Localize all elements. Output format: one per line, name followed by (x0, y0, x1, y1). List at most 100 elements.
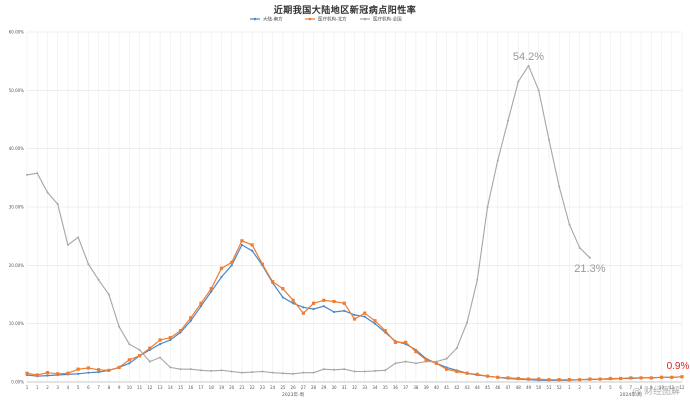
data-point (219, 266, 224, 270)
data-point (199, 305, 203, 308)
series-layer (25, 64, 684, 382)
data-point (414, 362, 417, 365)
x-tick-label: 42 (454, 385, 460, 390)
data-point (322, 368, 325, 371)
x-tick-label: 12 (147, 385, 153, 390)
x-tick-label: 49 (526, 385, 532, 390)
x-tick-label: 12 (679, 385, 685, 390)
data-point (384, 369, 387, 372)
data-point (557, 378, 561, 382)
data-point (425, 360, 428, 363)
data-point (189, 316, 193, 320)
x-tick-label: 36 (393, 385, 399, 390)
data-point (168, 336, 172, 340)
data-point (608, 376, 612, 381)
data-point (537, 89, 540, 92)
data-point (486, 206, 489, 208)
data-point (127, 358, 131, 362)
x-tick-label: 15 (178, 385, 184, 390)
x-tick-label: 7 (630, 385, 633, 390)
x-tick-label: 33 (362, 385, 368, 390)
data-point (445, 367, 449, 371)
x-period-label: 2023年-周 (282, 391, 304, 398)
data-point (516, 376, 520, 381)
data-point (251, 249, 254, 252)
data-point (322, 305, 325, 308)
data-point (568, 223, 571, 226)
data-point (680, 375, 684, 379)
data-point (291, 302, 295, 305)
data-point (588, 377, 592, 381)
y-tick-label: 50.00% (9, 88, 24, 93)
data-point (189, 368, 192, 371)
legend-label: 医疗机构-北方 (318, 16, 347, 23)
data-point (209, 287, 213, 291)
data-point (547, 378, 551, 382)
x-tick-label: 24 (270, 385, 276, 390)
data-point (507, 119, 510, 122)
data-point (35, 373, 39, 377)
data-point (97, 370, 100, 374)
data-point (302, 371, 305, 374)
x-tick-label: 22 (250, 385, 256, 390)
data-point (128, 362, 131, 365)
x-tick-label: 5 (609, 385, 612, 390)
data-point (435, 360, 438, 363)
x-tick-label: 10 (659, 385, 665, 390)
x-tick-label: 2 (578, 385, 581, 390)
data-point (363, 315, 366, 318)
data-point (670, 375, 674, 379)
data-point (455, 369, 459, 374)
data-point (199, 369, 202, 372)
legend: 大陆-南方 医疗机构-北方 医疗机构-全国 (250, 16, 402, 23)
legend-marker (308, 17, 312, 21)
x-tick-label: 52 (557, 385, 563, 390)
data-point (466, 321, 469, 324)
x-tick-label: 3 (56, 385, 59, 390)
legend-marker (253, 17, 257, 21)
x-tick-label: 40 (434, 385, 440, 390)
annotations: 54.2% 21.3% 0.9% (513, 51, 690, 372)
legend-label: 大陆-南方 (263, 16, 283, 23)
data-point (578, 246, 581, 249)
x-period-label: 2024年-周 (620, 391, 642, 398)
data-point (261, 370, 264, 373)
x-tick-label: 8 (640, 385, 643, 390)
data-point (476, 278, 479, 281)
data-point (598, 377, 602, 381)
y-tick-label: 10.00% (9, 321, 24, 326)
x-tick-label: 39 (424, 385, 430, 390)
data-point (56, 372, 60, 376)
data-point (159, 356, 162, 359)
x-tick-label: 5 (77, 385, 80, 390)
x-tick-label: 44 (475, 385, 481, 390)
data-point (517, 80, 520, 83)
x-tick-label: 14 (168, 385, 174, 390)
data-point (301, 311, 305, 315)
data-point (445, 357, 448, 360)
data-point (434, 361, 438, 365)
watermark: @ 财经图解 (632, 387, 680, 397)
data-point (465, 371, 469, 375)
x-tick-label: 51 (546, 385, 552, 390)
data-point (353, 313, 356, 317)
y-tick-label: 0.00% (11, 380, 24, 385)
x-tick-label: 13 (158, 385, 164, 390)
data-point (455, 347, 458, 350)
chart-title: 近期我国大陆地区新冠病点阳性率 (273, 6, 417, 16)
data-point (424, 358, 428, 362)
x-tick-label: 31 (342, 385, 348, 390)
x-tick-label: 48 (516, 385, 522, 390)
data-point (56, 203, 59, 206)
data-point (46, 191, 49, 194)
data-point (404, 340, 408, 344)
x-tick-label: 18 (209, 385, 215, 390)
x-tick-label: 4 (599, 385, 602, 390)
data-point (240, 239, 244, 243)
data-point (250, 243, 254, 247)
data-point (373, 369, 376, 372)
x-tick-label: 43 (465, 385, 471, 390)
data-point (220, 369, 223, 372)
data-point (230, 264, 233, 267)
